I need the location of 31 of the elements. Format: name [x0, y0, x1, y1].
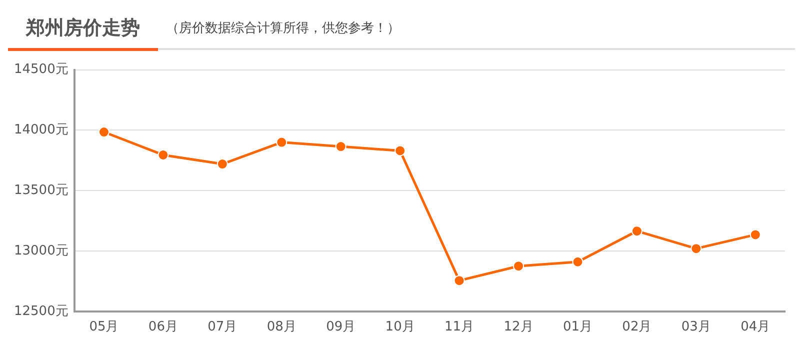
x-tick-label: 03月: [681, 320, 711, 335]
chart-subtitle: （房价数据综合计算所得，供您参考！）: [166, 20, 400, 37]
y-tick-label: 13500元: [14, 182, 68, 198]
point: [158, 149, 169, 160]
point: [631, 226, 642, 237]
point: [513, 260, 524, 272]
point: [276, 136, 288, 148]
y-tick-label: 14000元: [14, 122, 68, 138]
x-tick-label: 01月: [562, 320, 592, 335]
x-tick-label: 10月: [385, 320, 415, 335]
x-tick-label: 07月: [208, 320, 238, 335]
y-tick-label: 12500元: [14, 304, 68, 319]
point: [98, 126, 110, 138]
x-tick-label: 05月: [89, 320, 119, 335]
point: [572, 256, 584, 268]
chart-title: 郑州房价走势: [8, 8, 158, 50]
x-tick-label: 06月: [148, 320, 178, 335]
point: [216, 158, 228, 170]
y-tick-label: 14500元: [14, 62, 68, 78]
x-tick-label: 08月: [266, 320, 296, 335]
y-tick-label: 13000元: [14, 243, 68, 258]
x-tick-label: 11月: [444, 320, 474, 335]
x-tick-label: 04月: [740, 320, 770, 335]
x-tick-label: 09月: [326, 320, 356, 335]
point: [750, 229, 761, 240]
point: [394, 145, 406, 156]
x-tick-label: 02月: [622, 320, 652, 335]
x-tick-label: 12月: [504, 320, 534, 335]
point: [454, 275, 465, 286]
point: [335, 141, 346, 152]
point: [690, 243, 702, 254]
